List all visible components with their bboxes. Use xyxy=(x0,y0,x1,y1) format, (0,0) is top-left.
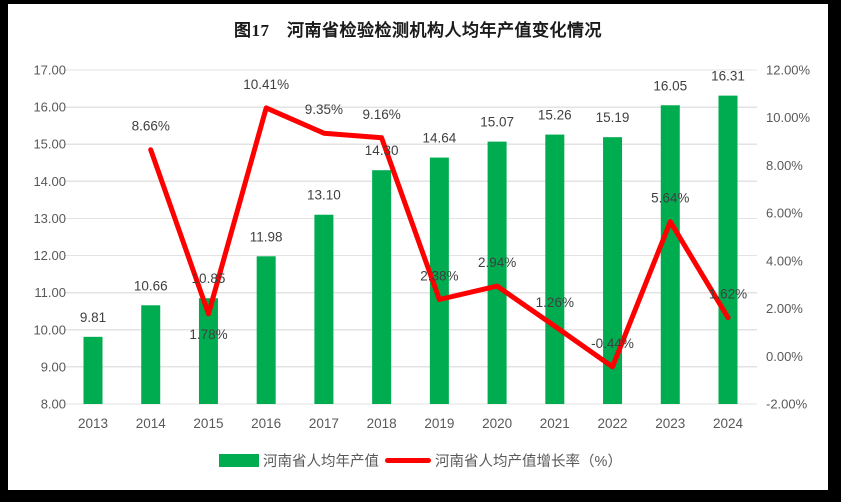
chart-title: 图17 河南省检验检测机构人均年产值变化情况 xyxy=(234,21,602,40)
line-data-label: 10.41% xyxy=(243,77,289,92)
x-axis-label: 2017 xyxy=(309,416,339,431)
bar-2020[interactable] xyxy=(487,141,507,404)
bar-2024[interactable] xyxy=(718,95,738,405)
x-axis-label: 2021 xyxy=(540,416,570,431)
left-axis-tick: 15.00 xyxy=(33,137,66,152)
left-axis-tick: 8.00 xyxy=(41,397,66,412)
bar-2023[interactable] xyxy=(660,105,680,404)
line-data-label: 9.16% xyxy=(362,107,400,122)
left-axis-tick: 17.00 xyxy=(33,63,66,78)
legend-item-bar-series[interactable]: 河南省人均年产值 xyxy=(219,450,379,471)
line-data-label: 2.94% xyxy=(478,255,516,270)
bar-data-label: 10.66 xyxy=(134,278,168,293)
bar-data-label: 10.85 xyxy=(192,271,226,286)
legend-item-line-series[interactable]: 河南省人均产值增长率（%） xyxy=(385,450,622,471)
left-axis-tick: 9.00 xyxy=(41,359,66,374)
right-axis-tick: 8.00% xyxy=(766,158,803,173)
line-data-label: 2.38% xyxy=(420,269,458,284)
right-axis-tick: 2.00% xyxy=(766,301,803,316)
right-axis-tick: 10.00% xyxy=(766,110,811,125)
line-data-label: 5.64% xyxy=(651,191,689,206)
bar-2022[interactable] xyxy=(603,137,623,404)
right-axis-tick: 0.00% xyxy=(766,349,803,364)
bar-2019[interactable] xyxy=(429,157,449,404)
line-data-label: 1.78% xyxy=(189,327,227,342)
line-data-label: 1.62% xyxy=(709,287,747,302)
bar-data-label: 15.19 xyxy=(596,110,630,125)
bar-data-label: 15.07 xyxy=(480,115,514,130)
left-axis-tick: 10.00 xyxy=(33,322,66,337)
left-axis-tick: 13.00 xyxy=(33,211,66,226)
bar-data-label: 16.05 xyxy=(653,78,687,93)
line-data-label: 9.35% xyxy=(305,102,343,117)
bar-series-label: 河南省人均年产值 xyxy=(263,454,380,470)
line-data-label: 1.26% xyxy=(536,295,574,310)
x-axis-label: 2020 xyxy=(482,416,512,431)
bar-data-label: 9.81 xyxy=(80,310,106,325)
right-axis-tick: -2.00% xyxy=(766,397,808,412)
x-axis-label: 2015 xyxy=(193,416,223,431)
bar-2015[interactable] xyxy=(198,298,218,404)
right-axis-tick: 4.00% xyxy=(766,253,803,268)
left-axis-tick: 12.00 xyxy=(33,248,66,263)
left-axis-tick: 11.00 xyxy=(34,285,66,300)
right-axis-tick: 12.00% xyxy=(766,63,811,78)
line-data-label: 8.66% xyxy=(132,119,170,134)
bar-data-label: 15.26 xyxy=(538,108,572,123)
right-axis-tick: 6.00% xyxy=(766,206,803,221)
x-axis-label: 2018 xyxy=(367,416,397,431)
x-axis-label: 2019 xyxy=(424,416,454,431)
bar-2017[interactable] xyxy=(314,214,334,404)
x-axis-label: 2016 xyxy=(251,416,281,431)
x-axis-label: 2023 xyxy=(655,416,685,431)
bar-data-label: 13.10 xyxy=(307,188,341,203)
bar-data-label: 14.30 xyxy=(365,143,399,158)
line-series-swatch-icon xyxy=(385,458,432,463)
x-axis-label: 2014 xyxy=(136,416,167,431)
bar-2013[interactable] xyxy=(83,336,103,404)
line-data-label: -0.44% xyxy=(591,336,634,351)
bar-2018[interactable] xyxy=(372,170,392,404)
bar-2016[interactable] xyxy=(256,256,276,404)
bar-data-label: 16.31 xyxy=(711,69,745,84)
bar-2014[interactable] xyxy=(141,305,161,404)
x-axis-label: 2013 xyxy=(78,416,108,431)
bar-data-label: 14.64 xyxy=(422,131,456,146)
left-axis-tick: 14.00 xyxy=(33,174,66,189)
growth-rate-line[interactable] xyxy=(148,105,731,370)
bar-data-label: 11.98 xyxy=(250,229,283,244)
x-axis-label: 2024 xyxy=(713,416,744,431)
x-axis-label: 2022 xyxy=(598,416,628,431)
left-axis-tick: 16.00 xyxy=(33,100,66,115)
bar-series-swatch-icon xyxy=(219,454,260,467)
legend: 河南省人均年产值 河南省人均产值增长率（%） xyxy=(0,450,841,471)
line-series-label: 河南省人均产值增长率（%） xyxy=(435,454,622,470)
bar-2021[interactable] xyxy=(545,134,565,404)
